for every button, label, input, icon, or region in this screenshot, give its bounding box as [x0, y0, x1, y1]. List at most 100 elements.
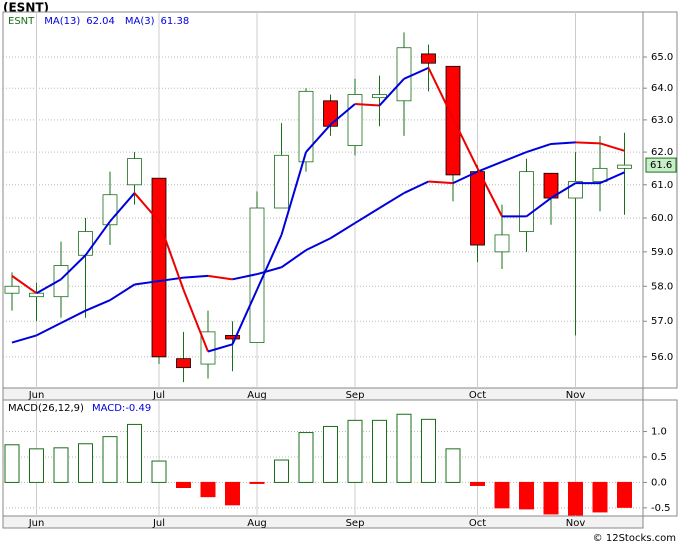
legend-title: MACD(26,12,9) [8, 403, 84, 414]
candle-body [396, 47, 412, 102]
ma-segment [256, 234, 283, 291]
candle-body [53, 265, 69, 298]
macd-bar [225, 481, 240, 506]
y-tick-label: 59.0 [651, 247, 673, 258]
x-tick-label: Nov [566, 390, 586, 401]
macd-bar [445, 448, 461, 483]
y-tick-label: 61.0 [651, 180, 673, 191]
candle-body [4, 285, 20, 294]
candle-body [78, 231, 93, 256]
y-tick-label: 1.0 [651, 427, 667, 438]
legend-entry: ESNT [8, 16, 35, 27]
ma-segment [452, 117, 479, 169]
candle-body [176, 358, 191, 369]
ma-segment [378, 78, 405, 107]
macd-bar [151, 460, 167, 483]
y-tick-label: 0.0 [651, 477, 667, 488]
ma-segment [599, 171, 625, 185]
ma-segment [109, 283, 136, 302]
macd-bar [568, 481, 583, 516]
macd-bar [396, 413, 412, 483]
candle-body [298, 90, 314, 163]
macd-bar [543, 481, 559, 515]
ma-segment [329, 222, 356, 240]
ma-segment [526, 143, 552, 154]
macd-bar [421, 418, 436, 483]
macd-bar [53, 447, 69, 483]
x-tick-label: Sep [346, 518, 365, 529]
ma-segment [36, 322, 62, 337]
legend-entry: MA(3) [125, 16, 155, 27]
ma-segment [427, 67, 454, 119]
macd-bar [176, 481, 191, 489]
macd-bar [323, 425, 338, 483]
ma-segment [305, 237, 331, 252]
ma-segment [305, 124, 332, 153]
ma-segment [354, 207, 381, 224]
chart-title: (ESNT) [3, 1, 49, 15]
legend-entry: 62.04 [86, 16, 115, 27]
ma-segment [575, 141, 601, 145]
ma-segment [476, 167, 503, 217]
macd-bar [102, 436, 118, 483]
ma-segment [158, 221, 185, 291]
macd-bar [4, 444, 20, 483]
macd-bar [200, 481, 216, 498]
legend-entry: 61.38 [161, 16, 190, 27]
y-tick-label: -0.5 [651, 503, 671, 514]
legend-entry: MA(13) [44, 16, 80, 27]
ma-segment [84, 220, 111, 256]
ma-segment [207, 274, 233, 281]
candle-body [29, 292, 44, 298]
x-axis-band [2, 387, 644, 401]
ma-segment [11, 275, 38, 295]
y-tick-label: 0.5 [651, 452, 667, 463]
ma-segment [280, 151, 307, 236]
candle-body [372, 94, 387, 99]
macd-bar [127, 423, 142, 483]
ma-segment [11, 334, 37, 344]
ma-segment [550, 141, 576, 145]
candle-body [274, 154, 289, 209]
ma-segment [232, 273, 258, 281]
macd-bar [274, 459, 289, 483]
last-price-box [645, 157, 677, 173]
x-tick-label: Oct [469, 518, 486, 529]
ma-segment [133, 192, 160, 223]
ma-segment [36, 278, 62, 295]
ma-segment [550, 182, 577, 199]
ma-segment [452, 170, 478, 185]
ma-segment [60, 309, 86, 324]
candle-body [494, 234, 510, 253]
legend: MACD(26,12,9) MACD:-0.49 [8, 403, 151, 414]
footer: © 12Stocks.com [593, 533, 676, 544]
macd-bar [347, 419, 363, 483]
y-tick-label: 64.0 [651, 83, 673, 94]
last-price-label: 61.6 [650, 160, 672, 171]
x-tick-label: Oct [469, 390, 486, 401]
ma-segment [256, 266, 282, 276]
legend-entry: -0.49 [125, 403, 151, 414]
ma-segment [525, 197, 552, 218]
macd-bar [298, 432, 314, 483]
candle-body [225, 335, 240, 340]
ma-segment [85, 299, 111, 312]
macd-bar [372, 419, 387, 483]
y-tick-label: 56.0 [651, 352, 673, 363]
candle-body [421, 53, 436, 64]
y-tick-label: 62.0 [651, 147, 673, 158]
ma-segment [134, 280, 160, 286]
legend-entry: MACD: [92, 403, 125, 414]
ma-segment [60, 254, 87, 281]
macd-bar [470, 481, 485, 486]
macd-bar [249, 481, 265, 484]
ma-segment [183, 274, 209, 279]
macd-bar [494, 481, 510, 509]
candle-body [519, 171, 534, 232]
y-tick-label: 63.0 [651, 115, 673, 126]
ma-segment [329, 103, 356, 126]
ma-segment [428, 180, 454, 185]
y-tick-label: 60.0 [651, 213, 673, 224]
ma-segment [207, 343, 233, 353]
